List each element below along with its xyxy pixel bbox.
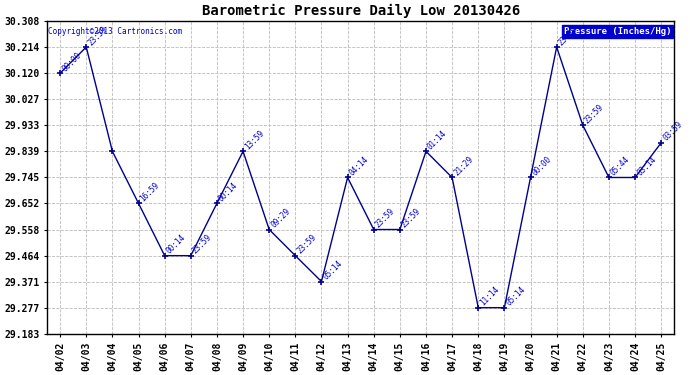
Text: 03:59: 03:59: [661, 120, 684, 143]
Text: 05:44: 05:44: [609, 155, 631, 177]
Text: 23:59: 23:59: [86, 24, 109, 47]
Text: 00:14: 00:14: [165, 233, 188, 256]
Text: 21:29: 21:29: [452, 155, 475, 177]
Text: 09:29: 09:29: [269, 207, 292, 230]
Text: 23:59: 23:59: [557, 24, 580, 47]
Text: 03:14: 03:14: [635, 155, 658, 177]
Text: 04:14: 04:14: [348, 155, 371, 177]
Text: 05:14: 05:14: [322, 259, 344, 282]
Text: 01:14: 01:14: [426, 129, 449, 152]
Text: 00:00: 00:00: [531, 155, 553, 177]
Text: Pressure (Inches/Hg): Pressure (Inches/Hg): [564, 27, 671, 36]
Text: Copyright©2013 Cartronics.com: Copyright©2013 Cartronics.com: [48, 27, 182, 36]
Text: 11:14: 11:14: [478, 285, 501, 308]
Title: Barometric Pressure Daily Low 20130426: Barometric Pressure Daily Low 20130426: [201, 4, 520, 18]
Text: 13:59: 13:59: [243, 129, 266, 152]
Text: 00:00: 00:00: [60, 51, 83, 73]
Text: 00:14: 00:14: [217, 181, 239, 203]
Text: 05:14: 05:14: [504, 285, 527, 308]
Text: 23:59: 23:59: [583, 102, 606, 125]
Text: 23:59: 23:59: [374, 207, 397, 230]
Text: 23:59: 23:59: [295, 233, 318, 256]
Text: 23:59: 23:59: [191, 233, 213, 256]
Text: 16:59: 16:59: [139, 181, 161, 203]
Text: 23:59: 23:59: [400, 207, 422, 230]
